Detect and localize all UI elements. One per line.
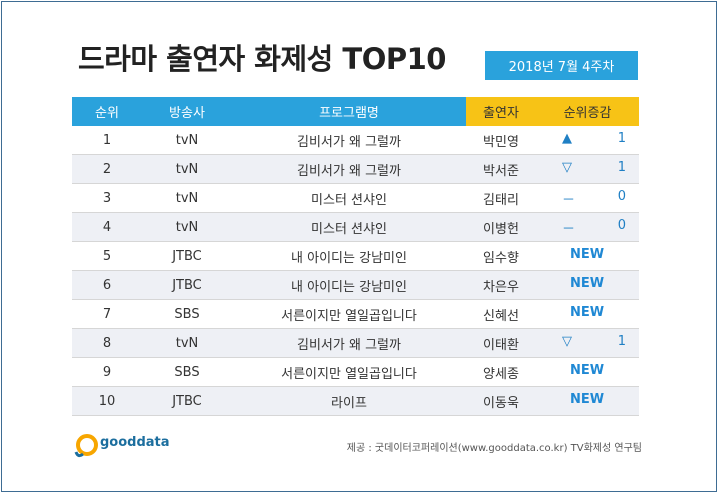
rank-change: NEW: [562, 363, 626, 380]
program-cell: 김비서가 왜 그럴까: [232, 154, 466, 184]
actor-cell: 이동욱: [466, 386, 536, 416]
channel-cell: JTBC: [142, 241, 232, 271]
rank-cell: 2: [72, 154, 142, 184]
rank-cell: 8: [72, 328, 142, 358]
channel-cell: tvN: [142, 183, 232, 213]
actor-cell: 박민영: [466, 126, 536, 155]
rank-change: － 0: [562, 189, 626, 208]
change-cell: NEW: [536, 299, 639, 329]
channel-cell: tvN: [142, 126, 232, 155]
channel-cell: SBS: [142, 299, 232, 329]
table-row: 1 tvN 김비서가 왜 그럴까 박민영 ▲ 1: [72, 126, 639, 155]
change-cell: NEW: [536, 241, 639, 271]
change-cell: NEW: [536, 357, 639, 387]
program-cell: 서른이지만 열일곱입니다: [232, 299, 466, 329]
channel-cell: JTBC: [142, 386, 232, 416]
actor-cell: 이병헌: [466, 212, 536, 242]
rank-cell: 9: [72, 357, 142, 387]
source-credit: 제공 : 굿데이터코퍼레이션(www.gooddata.co.kr) TV화제성…: [346, 443, 642, 454]
gooddata-logo: [74, 434, 98, 458]
logo-tail-icon: [74, 451, 84, 458]
rank-change: NEW: [562, 247, 626, 264]
rank-cell: 5: [72, 241, 142, 271]
table-row: 7 SBS 서른이지만 열일곱입니다 신혜선 NEW: [72, 299, 639, 329]
rank-cell: 1: [72, 126, 142, 155]
channel-cell: tvN: [142, 328, 232, 358]
down-triangle-icon: ▽: [562, 334, 572, 349]
actor-cell: 양세종: [466, 357, 536, 387]
rank-cell: 4: [72, 212, 142, 242]
new-entry-label: NEW: [570, 247, 605, 262]
program-cell: 내 아이디는 강남미인: [232, 270, 466, 300]
table-row: 9 SBS 서른이지만 열일곱입니다 양세종 NEW: [72, 357, 639, 387]
channel-cell: JTBC: [142, 270, 232, 300]
new-entry-label: NEW: [570, 363, 605, 378]
rank-change: NEW: [562, 305, 626, 322]
column-header-change: 순위증감: [536, 97, 639, 126]
change-cell: NEW: [536, 270, 639, 300]
column-header-rank: 순위: [72, 97, 142, 126]
new-entry-label: NEW: [570, 305, 605, 320]
table-header-row: 순위 방송사 프로그램명 출연자 순위증감: [72, 97, 639, 126]
actor-cell: 김태리: [466, 183, 536, 213]
change-cell: － 0: [536, 183, 639, 213]
actor-cell: 임수향: [466, 241, 536, 271]
change-value: 0: [617, 218, 626, 233]
actor-cell: 차은우: [466, 270, 536, 300]
rank-cell: 10: [72, 386, 142, 416]
table-row: 2 tvN 김비서가 왜 그럴까 박서준 ▽ 1: [72, 154, 639, 184]
rank-change: NEW: [562, 392, 626, 409]
dash-icon: －: [562, 193, 576, 208]
program-cell: 라이프: [232, 386, 466, 416]
table-row: 8 tvN 김비서가 왜 그럴까 이태환 ▽ 1: [72, 328, 639, 358]
table-row: 6 JTBC 내 아이디는 강남미인 차은우 NEW: [72, 270, 639, 300]
table-row: 10 JTBC 라이프 이동욱 NEW: [72, 386, 639, 416]
rank-change: ▽ 1: [562, 334, 626, 351]
rank-change: ▽ 1: [562, 160, 626, 177]
table-row: 4 tvN 미스터 션샤인 이병헌 － 0: [72, 212, 639, 242]
rank-cell: 3: [72, 183, 142, 213]
channel-cell: tvN: [142, 212, 232, 242]
ranking-table: 순위 방송사 프로그램명 출연자 순위증감 1 tvN 김비서가 왜 그럴까 박민영 ▲…: [72, 97, 639, 416]
new-entry-label: NEW: [570, 276, 605, 291]
program-cell: 미스터 션샤인: [232, 183, 466, 213]
change-value: 1: [617, 160, 626, 175]
down-triangle-icon: ▽: [562, 160, 572, 175]
change-cell: － 0: [536, 212, 639, 242]
logo-text: gooddata: [100, 435, 170, 450]
channel-cell: SBS: [142, 357, 232, 387]
actor-cell: 이태환: [466, 328, 536, 358]
logo-ring-icon: [76, 434, 98, 456]
change-value: 0: [617, 189, 626, 204]
change-value: 1: [617, 131, 626, 146]
program-cell: 내 아이디는 강남미인: [232, 241, 466, 271]
table-row: 3 tvN 미스터 션샤인 김태리 － 0: [72, 183, 639, 213]
dash-icon: －: [562, 222, 576, 237]
rank-cell: 6: [72, 270, 142, 300]
rank-change: NEW: [562, 276, 626, 293]
page-title: 드라마 출연자 화제성 TOP10: [78, 42, 446, 76]
change-cell: ▲ 1: [536, 126, 639, 155]
rank-cell: 7: [72, 299, 142, 329]
program-cell: 서른이지만 열일곱입니다: [232, 357, 466, 387]
period-badge: 2018년 7월 4주차: [485, 51, 638, 80]
change-cell: NEW: [536, 386, 639, 416]
program-cell: 미스터 션샤인: [232, 212, 466, 242]
actor-cell: 박서준: [466, 154, 536, 184]
program-cell: 김비서가 왜 그럴까: [232, 328, 466, 358]
rank-change: － 0: [562, 218, 626, 237]
change-cell: ▽ 1: [536, 328, 639, 358]
up-triangle-icon: ▲: [562, 131, 572, 146]
rank-change: ▲ 1: [562, 131, 626, 148]
column-header-channel: 방송사: [142, 97, 232, 126]
channel-cell: tvN: [142, 154, 232, 184]
column-header-actor: 출연자: [466, 97, 536, 126]
table-row: 5 JTBC 내 아이디는 강남미인 임수향 NEW: [72, 241, 639, 271]
change-cell: ▽ 1: [536, 154, 639, 184]
column-header-program: 프로그램명: [232, 97, 466, 126]
actor-cell: 신혜선: [466, 299, 536, 329]
new-entry-label: NEW: [570, 392, 605, 407]
program-cell: 김비서가 왜 그럴까: [232, 126, 466, 155]
change-value: 1: [617, 334, 626, 349]
